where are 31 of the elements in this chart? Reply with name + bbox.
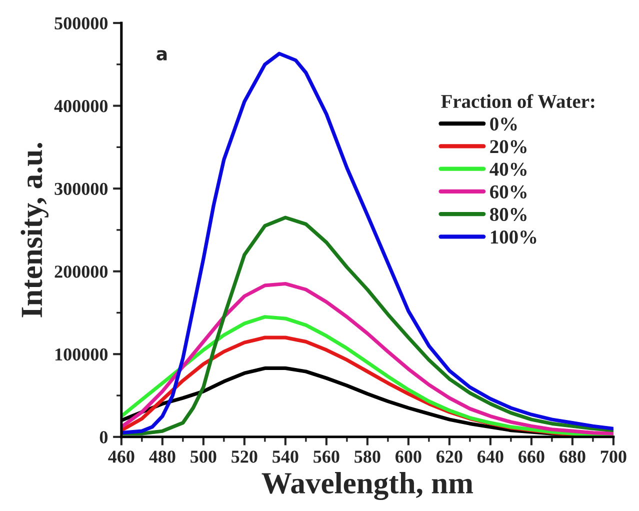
y-tick-label: 0 xyxy=(100,431,108,444)
legend-label: 60% xyxy=(490,185,526,199)
y-tick-label: 400000 xyxy=(54,100,108,112)
x-tick-label: 600 xyxy=(396,450,422,463)
y-tick-label: 500000 xyxy=(54,17,108,30)
y-tick-label: 300000 xyxy=(54,182,108,195)
y-tick-label: 200000 xyxy=(54,266,108,278)
x-tick-label: 640 xyxy=(478,450,504,463)
x-tick-label: 500 xyxy=(190,450,216,463)
legend-label: 80% xyxy=(490,208,526,222)
x-tick-label: 480 xyxy=(149,450,176,463)
x-tick-label: 680 xyxy=(560,450,586,463)
line-series xyxy=(121,282,614,436)
x-tick-label: 460 xyxy=(108,450,134,463)
x-tick-label: 580 xyxy=(354,450,380,463)
legend-title: Fraction of Water: xyxy=(441,94,594,108)
x-tick-label: 520 xyxy=(232,450,258,463)
x-tick-label: 660 xyxy=(518,450,544,463)
legend-label: 0% xyxy=(490,117,517,131)
x-tick-label: 700 xyxy=(600,450,626,463)
x-tick-label: 620 xyxy=(436,450,462,463)
legend-label: 100% xyxy=(490,230,536,244)
x-tick-label: 560 xyxy=(314,450,340,463)
x-tick-label: 540 xyxy=(272,450,298,463)
line-series xyxy=(121,52,614,435)
x-axis-title: Wavelength, nm xyxy=(262,472,474,500)
y-tick-label: 100000 xyxy=(55,348,108,361)
y-axis-title: Intensity, a.u. xyxy=(20,142,48,318)
legend-label: 20% xyxy=(490,140,526,154)
annotation: a xyxy=(156,50,167,61)
legend-label: 40% xyxy=(490,162,526,176)
